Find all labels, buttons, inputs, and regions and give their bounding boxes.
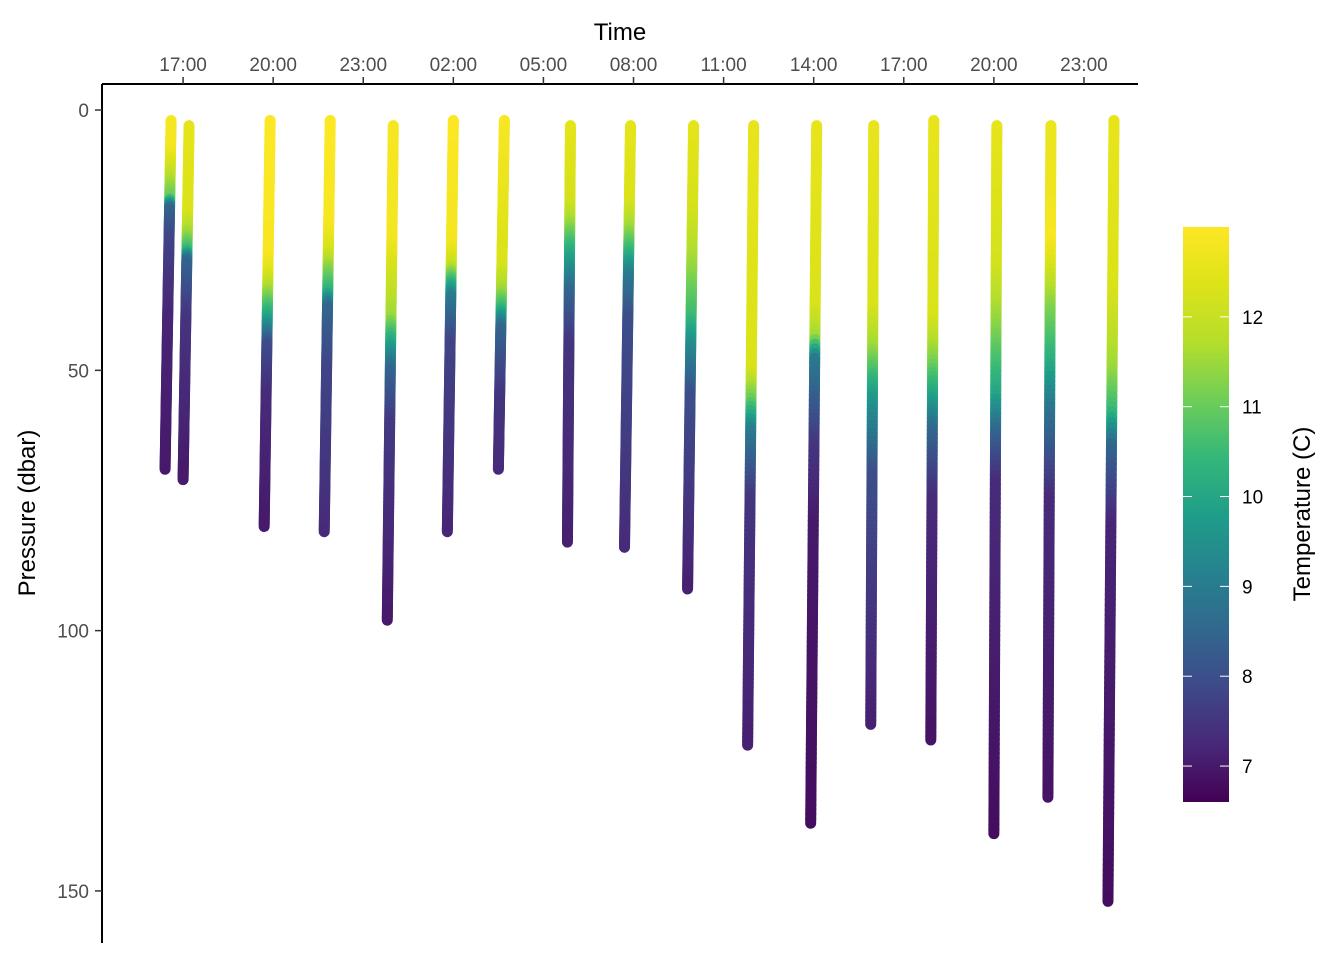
legend-tick-label: 10 [1242,488,1263,509]
legend-tick-label: 9 [1242,577,1253,598]
x-tick-label: 23:00 [339,55,387,76]
legend-tick-label: 12 [1242,308,1263,329]
legend-colorbar [1183,227,1229,802]
y-tick-label: 100 [57,622,89,643]
cast-profile [805,120,823,829]
cast-profile [988,120,1003,840]
legend-tick-label: 11 [1242,398,1262,419]
x-tick-label: 17:00 [880,55,928,76]
cast-profile [619,120,637,553]
cast-profile [742,120,760,751]
cast-profile [177,120,195,486]
cast-profile [925,114,940,746]
x-tick-label: 11:00 [701,55,747,76]
cast-profile [865,120,880,730]
cast-profile [441,114,459,538]
x-tick-label: 02:00 [430,55,478,76]
plot-area [159,114,1120,907]
cast-profile [159,114,177,475]
y-tick-label: 0 [78,101,89,122]
cast-profile [258,114,276,533]
legend-ticks: 7 8 9 10 11 12 [1183,308,1263,778]
cast-profile [381,120,399,626]
cast-profile [561,120,576,548]
y-tick-label: 150 [57,882,89,903]
x-tick-label: 14:00 [790,55,838,76]
cast-profile [682,120,700,595]
x-tick-label: 20:00 [249,55,297,76]
cast-profile [318,114,336,538]
x-tick-label: 20:00 [970,55,1018,76]
legend-title: Temperature (C) [1289,427,1316,602]
legend-tick-label: 8 [1242,667,1253,688]
x-tick-label: 05:00 [520,55,568,76]
x-axis-ticks: 17:00 20:00 23:00 02:00 05:00 08:00 11:00 14:00… [159,55,1108,84]
x-tick-label: 08:00 [610,55,658,76]
y-tick-label: 50 [68,361,89,382]
y-axis-title: Pressure (dbar) [14,430,41,597]
cast-profile [492,114,510,475]
color-legend: 7 8 9 10 11 12 Temperature (C) [1183,227,1316,802]
x-tick-label: 17:00 [159,55,207,76]
x-axis-title: Time [594,19,646,46]
x-tick-label: 23:00 [1060,55,1108,76]
cast-profile [1102,114,1120,907]
legend-tick-label: 7 [1242,757,1253,778]
y-axis-ticks: 0 50 100 150 [57,101,102,903]
cast-profile [1042,120,1057,803]
